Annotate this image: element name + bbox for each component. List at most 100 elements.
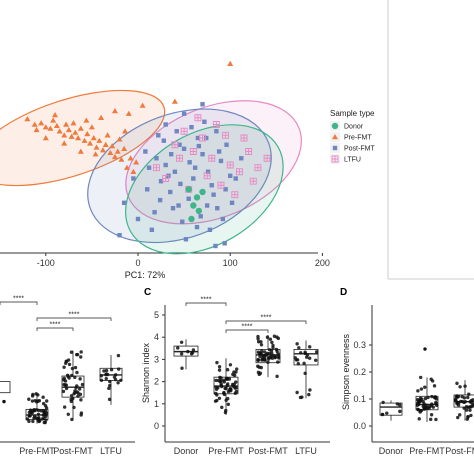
b-post-fmt-point: [75, 352, 80, 357]
b-ltfu-point: [104, 373, 108, 377]
point-pre-fmt: [77, 148, 84, 154]
b-bracket-1: [0, 301, 38, 305]
c-x-label-post-fmt: Post-FMT: [248, 446, 288, 456]
point-ltfu: [212, 121, 220, 128]
d-post-fmt-point: [468, 405, 472, 409]
c-pre-fmt-point: [217, 396, 222, 401]
c-ltfu-point: [302, 361, 306, 366]
point-pre-fmt: [42, 135, 49, 141]
b-post-fmt-point: [62, 405, 67, 409]
point-pre-fmt: [50, 117, 57, 123]
b-post-fmt-point: [62, 365, 66, 369]
point-post-fmt: [187, 160, 192, 165]
point-pre-fmt: [33, 126, 40, 133]
d-pre-fmt-point: [429, 377, 433, 381]
point-post-fmt: [176, 203, 181, 208]
legend-key-ltfu: [331, 155, 339, 163]
b-donor-point: [2, 399, 6, 404]
c-post-fmt-point: [257, 365, 261, 369]
c-y-tick-label: 5: [154, 310, 159, 320]
point-post-fmt: [202, 119, 207, 124]
c-pre-fmt-point: [228, 363, 233, 367]
point-donor: [195, 207, 203, 215]
d-post-fmt-point: [469, 413, 473, 418]
point-post-fmt: [207, 227, 213, 232]
b-post-fmt-point: [79, 398, 83, 402]
b-post-fmt-point: [67, 362, 72, 367]
point-post-fmt: [239, 156, 244, 161]
d-pre-fmt-point: [423, 385, 427, 389]
point-post-fmt: [168, 189, 173, 195]
d-post-fmt-point: [462, 396, 467, 400]
c-ltfu-point: [308, 388, 312, 392]
point-pre-fmt: [114, 148, 121, 154]
d-post-fmt-point: [466, 395, 470, 400]
b-pre-fmt-point: [36, 393, 40, 397]
b-post-fmt-point: [62, 376, 66, 381]
point-pre-fmt: [68, 133, 75, 139]
c-ltfu-point: [296, 361, 301, 366]
c-pre-fmt-point: [220, 405, 224, 410]
point-pre-fmt: [116, 136, 123, 142]
c-post-fmt-point: [268, 337, 273, 341]
point-ltfu: [254, 164, 262, 172]
point-post-fmt: [224, 142, 229, 147]
b-x-label-post-fmt: Post-FMT: [53, 446, 93, 456]
b-post-fmt-point: [79, 355, 83, 359]
point-post-fmt: [146, 165, 152, 170]
b-post-fmt-point: [61, 389, 66, 394]
c-pre-fmt-point: [225, 383, 229, 388]
point-donor: [188, 215, 195, 223]
point-post-fmt: [170, 206, 176, 211]
panel-d-y-axis-label: Simpson evenness: [341, 333, 351, 410]
d-pre-fmt-point: [424, 403, 428, 407]
point-pre-fmt: [56, 128, 63, 134]
b-post-fmt-point: [78, 392, 83, 397]
d-pre-fmt-point: [422, 407, 426, 411]
point-ltfu: [231, 191, 239, 199]
b-pre-fmt-point: [36, 412, 41, 416]
point-ltfu: [263, 154, 271, 162]
point-pre-fmt: [99, 147, 106, 153]
pca-x-tick-label: 200: [315, 258, 330, 268]
point-post-fmt: [186, 196, 191, 201]
c-ltfu-point: [313, 358, 318, 363]
point-pre-fmt: [107, 149, 114, 156]
b-pre-fmt-point: [30, 411, 34, 415]
b-ltfu-point: [99, 378, 104, 382]
pca-panel: -100 0 100 200 PC1: 72%: [0, 60, 330, 280]
point-post-fmt: [143, 149, 148, 154]
c-pre-fmt-point: [221, 378, 226, 383]
d-pre-fmt-point: [434, 417, 438, 422]
d-x-label-donor: Donor: [379, 446, 404, 456]
c-bracket-2: [225, 329, 269, 333]
c-post-fmt-point: [276, 352, 280, 356]
point-pre-fmt: [109, 143, 116, 149]
d-post-fmt-point: [464, 408, 469, 412]
b-post-fmt-point: [72, 392, 76, 396]
c-post-fmt-point: [276, 336, 281, 341]
b-pre-fmt-point: [41, 409, 46, 413]
point-post-fmt: [158, 179, 164, 184]
legend-items: Donor Pre-FMT Post-FMT LTFU: [330, 121, 375, 164]
b-ltfu-point: [116, 381, 120, 385]
c-ltfu-point: [307, 392, 311, 397]
ellipse-donor: [125, 124, 284, 255]
d-donor-point: [385, 411, 389, 415]
legend-key-post-fmt: [332, 145, 338, 151]
c-ltfu-point: [314, 350, 319, 354]
c-donor-point: [180, 366, 184, 370]
d-outlier-point: [423, 347, 427, 351]
c-pre-fmt-point: [234, 386, 238, 390]
c-pre-fmt-point: [226, 402, 231, 407]
point-pre-fmt: [111, 153, 118, 160]
point-pre-fmt: [84, 130, 91, 137]
c-donor-point: [190, 351, 195, 355]
b-post-fmt-point: [79, 350, 83, 354]
point-pre-fmt: [77, 125, 84, 131]
c-y-tick-label: 3: [154, 354, 159, 364]
c-x-label-pre-fmt: Pre-FMT: [208, 446, 244, 456]
b-post-fmt-point: [77, 387, 82, 391]
point-post-fmt: [200, 102, 205, 107]
